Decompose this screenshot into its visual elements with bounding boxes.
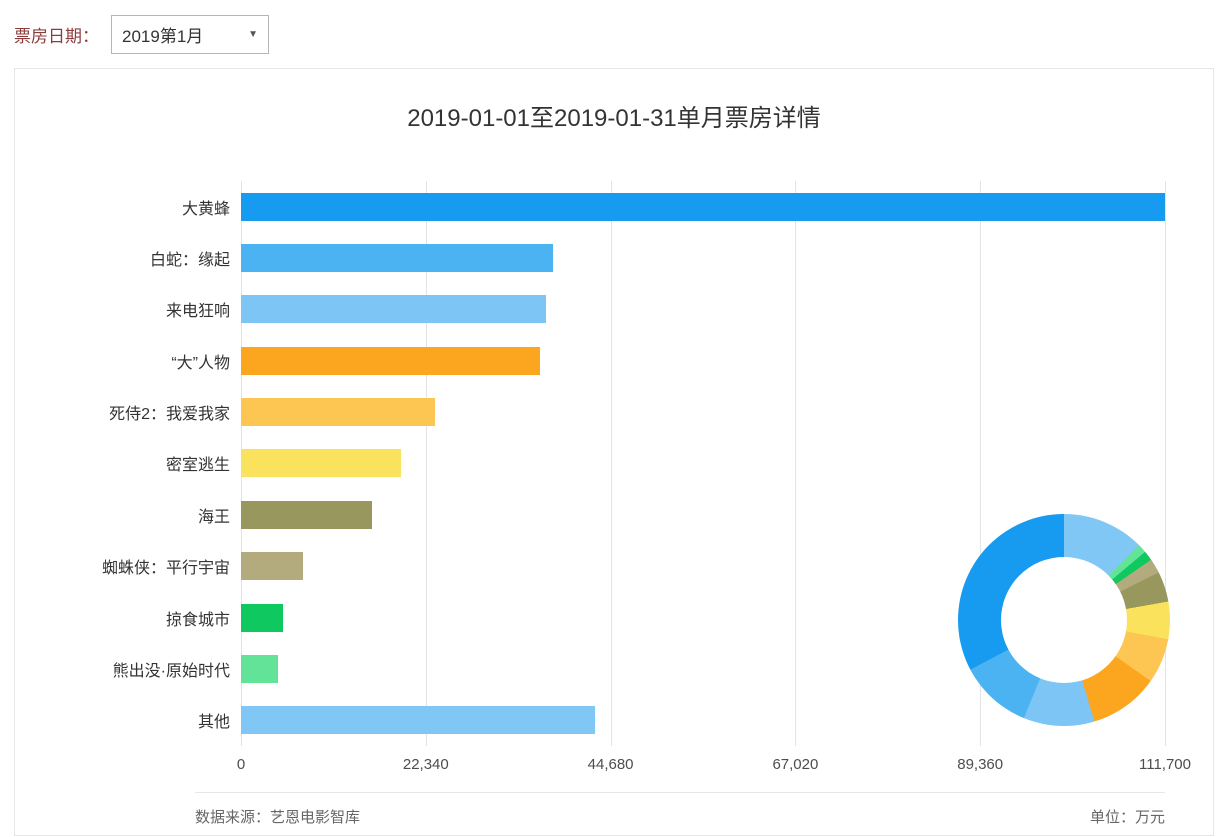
y-axis-label: 熊出没·原始时代: [112, 662, 230, 680]
bar-row: “大”人物: [31, 335, 1165, 386]
bar-row: 蜘蛛侠：平行宇宙: [31, 541, 1165, 592]
bar-track: [241, 295, 1165, 324]
date-select[interactable]: 2019第1月 ▼: [111, 15, 269, 54]
x-axis-tick-label: 44,680: [587, 756, 634, 773]
y-axis-label: 密室逃生: [165, 457, 230, 475]
x-axis-tick-label: 0: [236, 756, 246, 773]
bar[interactable]: [241, 244, 553, 273]
bar-row: 死侍2：我爱我家: [31, 386, 1165, 437]
bar-row: 其他: [31, 695, 1165, 746]
x-axis-tick-label: 111,700: [1139, 756, 1191, 773]
bar-track: [241, 500, 1165, 529]
bar-row: 来电狂响: [31, 284, 1165, 335]
y-axis-label: 海王: [197, 508, 230, 526]
y-axis-label: 其他: [197, 714, 230, 732]
chart-title: 2019-01-01至2019-01-31单月票房详情: [407, 105, 821, 132]
bar-track: [241, 346, 1165, 375]
chevron-down-icon: ▼: [248, 28, 258, 40]
gridline: [795, 181, 797, 746]
unit-text: 单位：万元: [1089, 809, 1165, 826]
y-axis-label: “大”人物: [171, 354, 230, 372]
bar[interactable]: [241, 654, 279, 683]
bar-track: [241, 192, 1165, 221]
data-source-text: 数据来源：艺恩电影智库: [195, 809, 361, 826]
filter-label: 票房日期：: [14, 27, 99, 46]
bar[interactable]: [241, 706, 596, 735]
bar-track: [241, 552, 1165, 581]
x-axis-tick-label: 67,020: [772, 756, 819, 773]
gridline: [425, 181, 427, 746]
bar-row: 熊出没·原始时代: [31, 643, 1165, 694]
bar-row: 白蛇：缘起: [31, 232, 1165, 283]
gridline: [610, 181, 612, 746]
bar-row: 海王: [31, 489, 1165, 540]
bar[interactable]: [241, 295, 547, 324]
bar[interactable]: [241, 552, 304, 581]
gridline: [980, 181, 982, 746]
bar[interactable]: [241, 449, 402, 478]
y-axis-label: 蜘蛛侠：平行宇宙: [101, 560, 230, 578]
card-footer: 数据来源：艺恩电影智库 单位：万元: [195, 792, 1165, 827]
bar-track: [241, 244, 1165, 273]
bar-chart: 大黄蜂白蛇：缘起来电狂响 “大”人物死侍2：我爱我家密室逃生海王蜘蛛侠：平行宇宙掠…: [31, 181, 1191, 778]
bar-track: [241, 706, 1165, 735]
y-axis-label: 来电狂响: [165, 303, 230, 321]
bar-track: [241, 449, 1165, 478]
bar-track: [241, 398, 1165, 427]
x-axis: 0 22,340 44,680 67,020 89,360 111,700: [237, 746, 1191, 778]
gridline: [1165, 181, 1166, 746]
y-axis-label: 死侍2：我爱我家: [109, 406, 230, 424]
x-axis-tick-label: 22,340: [402, 756, 449, 773]
filter-bar: 票房日期： 2019第1月 ▼: [0, 0, 1228, 68]
y-axis-label: 大黄蜂: [181, 200, 230, 218]
bar-row: 掠食城市: [31, 592, 1165, 643]
plot-area: 大黄蜂白蛇：缘起来电狂响 “大”人物死侍2：我爱我家密室逃生海王蜘蛛侠：平行宇宙掠…: [31, 181, 1170, 746]
chart-card: 2019-01-01至2019-01-31单月票房详情 大黄蜂白蛇：缘起来电狂响…: [14, 68, 1214, 836]
bar-track: [241, 603, 1165, 632]
y-axis-label: 掠食城市: [165, 611, 230, 629]
bar-row: 大黄蜂: [31, 181, 1165, 232]
date-select-value: 2019第1月: [122, 27, 204, 46]
pie-chart[interactable]: [958, 514, 1170, 726]
bar-row: 密室逃生: [31, 438, 1165, 489]
bar[interactable]: [241, 192, 1165, 221]
pie-hole: [1001, 557, 1127, 683]
y-axis-label: 白蛇：缘起: [149, 252, 230, 270]
x-axis-tick-label: 89,360: [957, 756, 1004, 773]
bar-rows: 大黄蜂白蛇：缘起来电狂响 “大”人物死侍2：我爱我家密室逃生海王蜘蛛侠：平行宇宙掠…: [31, 181, 1165, 746]
bar[interactable]: [241, 398, 435, 427]
bar[interactable]: [241, 346, 540, 375]
bar[interactable]: [241, 603, 284, 632]
bar-track: [241, 654, 1165, 683]
bar[interactable]: [241, 500, 372, 529]
